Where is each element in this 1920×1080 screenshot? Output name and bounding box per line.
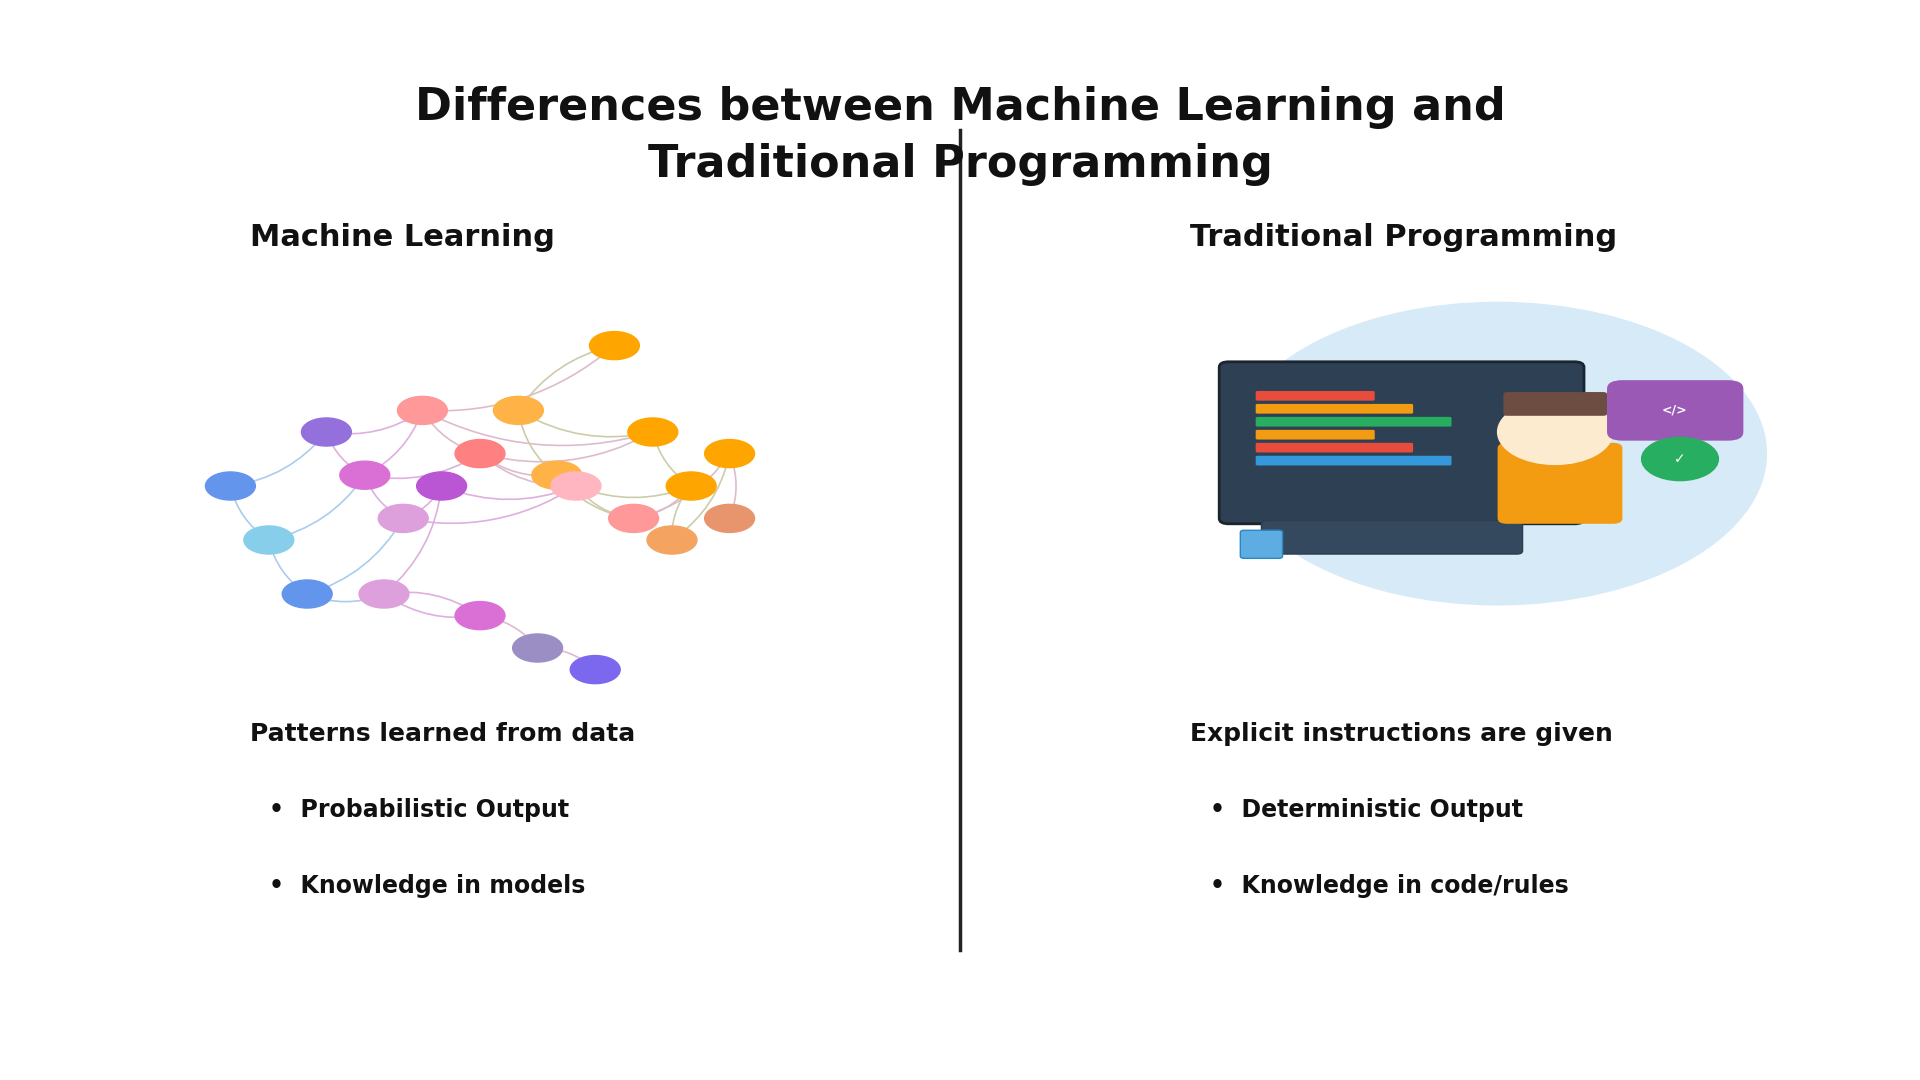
Circle shape — [244, 526, 294, 554]
Circle shape — [359, 580, 409, 608]
Circle shape — [1229, 302, 1766, 605]
Circle shape — [513, 634, 563, 662]
FancyBboxPatch shape — [1256, 430, 1375, 440]
FancyBboxPatch shape — [1498, 443, 1622, 524]
Text: </>: </> — [1661, 404, 1688, 417]
Circle shape — [570, 656, 620, 684]
Text: •  Knowledge in code/rules: • Knowledge in code/rules — [1210, 874, 1569, 897]
Circle shape — [551, 472, 601, 500]
Text: •  Knowledge in models: • Knowledge in models — [269, 874, 586, 897]
Text: Patterns learned from data: Patterns learned from data — [250, 723, 636, 746]
FancyBboxPatch shape — [1503, 392, 1607, 416]
FancyBboxPatch shape — [1256, 391, 1375, 401]
Text: •  Probabilistic Output: • Probabilistic Output — [269, 798, 568, 822]
Circle shape — [532, 461, 582, 489]
Circle shape — [589, 332, 639, 360]
FancyBboxPatch shape — [1240, 530, 1283, 558]
Circle shape — [340, 461, 390, 489]
Circle shape — [705, 440, 755, 468]
Circle shape — [705, 504, 755, 532]
Text: Machine Learning: Machine Learning — [250, 224, 555, 252]
FancyBboxPatch shape — [1256, 404, 1413, 414]
Circle shape — [609, 504, 659, 532]
Text: Explicit instructions are given: Explicit instructions are given — [1190, 723, 1613, 746]
Circle shape — [1498, 400, 1613, 464]
Circle shape — [301, 418, 351, 446]
FancyBboxPatch shape — [1607, 380, 1743, 441]
Text: ✓: ✓ — [1674, 453, 1686, 465]
Text: Traditional Programming: Traditional Programming — [1190, 224, 1617, 252]
Circle shape — [378, 504, 428, 532]
Text: •  Deterministic Output: • Deterministic Output — [1210, 798, 1523, 822]
Circle shape — [628, 418, 678, 446]
FancyBboxPatch shape — [1256, 443, 1413, 453]
FancyBboxPatch shape — [1340, 532, 1469, 548]
Circle shape — [1642, 437, 1718, 481]
Circle shape — [455, 602, 505, 630]
FancyBboxPatch shape — [1219, 362, 1584, 524]
FancyBboxPatch shape — [1375, 511, 1430, 542]
Circle shape — [493, 396, 543, 424]
Circle shape — [282, 580, 332, 608]
FancyBboxPatch shape — [1256, 456, 1452, 465]
Circle shape — [666, 472, 716, 500]
Circle shape — [205, 472, 255, 500]
FancyBboxPatch shape — [1256, 417, 1452, 427]
Circle shape — [647, 526, 697, 554]
Circle shape — [417, 472, 467, 500]
Circle shape — [397, 396, 447, 424]
Text: Differences between Machine Learning and
Traditional Programming: Differences between Machine Learning and… — [415, 86, 1505, 186]
FancyBboxPatch shape — [1261, 521, 1523, 554]
Circle shape — [455, 440, 505, 468]
